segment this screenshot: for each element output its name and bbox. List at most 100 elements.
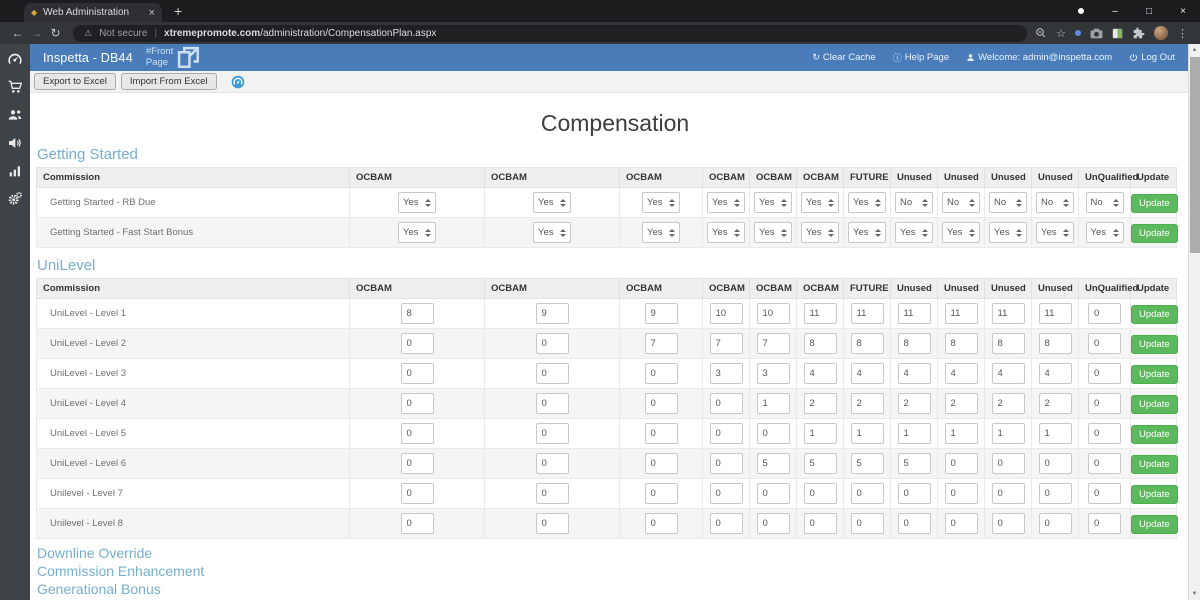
yes-no-select[interactable]: Yes (848, 192, 886, 213)
value-input[interactable] (897, 393, 931, 414)
update-button[interactable]: Update (1131, 304, 1178, 324)
value-input[interactable] (400, 363, 434, 384)
value-input[interactable] (850, 393, 884, 414)
section-heading[interactable]: Getting Started (37, 146, 138, 163)
value-input[interactable] (400, 423, 434, 444)
value-input[interactable] (644, 303, 678, 324)
value-input[interactable] (400, 513, 434, 534)
yes-no-select[interactable]: No (942, 192, 980, 213)
value-input[interactable] (803, 513, 837, 534)
value-input[interactable] (850, 363, 884, 384)
value-input[interactable] (803, 453, 837, 474)
tab-close-icon[interactable]: × (148, 6, 155, 19)
value-input[interactable] (944, 453, 978, 474)
value-input[interactable] (944, 513, 978, 534)
value-input[interactable] (850, 453, 884, 474)
yes-no-select[interactable]: Yes (398, 192, 436, 213)
bookmark-star-icon[interactable]: ☆ (1056, 27, 1066, 40)
value-input[interactable] (1088, 393, 1121, 414)
yes-no-select[interactable]: Yes (642, 192, 680, 213)
scroll-up-icon[interactable]: ▲ (1191, 47, 1198, 53)
value-input[interactable] (756, 363, 790, 384)
value-input[interactable] (850, 483, 884, 504)
value-input[interactable] (756, 513, 790, 534)
bottom-link[interactable]: Generational Bonus (37, 581, 161, 597)
page-scrollbar[interactable]: ▲ ▼ (1188, 44, 1200, 600)
value-input[interactable] (803, 483, 837, 504)
value-input[interactable] (897, 303, 931, 324)
value-input[interactable] (803, 303, 837, 324)
value-input[interactable] (709, 333, 743, 354)
value-input[interactable] (756, 423, 790, 444)
value-input[interactable] (400, 453, 434, 474)
value-input[interactable] (944, 333, 978, 354)
import-from-excel-button[interactable]: Import From Excel (120, 73, 217, 90)
yes-no-select[interactable]: Yes (801, 222, 839, 243)
yes-no-select[interactable]: Yes (942, 222, 980, 243)
value-input[interactable] (991, 363, 1025, 384)
sidebar-item-announcements[interactable] (7, 135, 23, 151)
value-input[interactable] (535, 423, 569, 444)
clear-cache-link[interactable]: ↻ Clear Cache (812, 52, 875, 63)
value-input[interactable] (644, 423, 678, 444)
value-input[interactable] (709, 393, 743, 414)
value-input[interactable] (944, 363, 978, 384)
value-input[interactable] (1088, 513, 1121, 534)
value-input[interactable] (1038, 453, 1072, 474)
value-input[interactable] (897, 483, 931, 504)
yes-no-select[interactable]: Yes (1036, 222, 1074, 243)
yes-no-select[interactable]: No (1036, 192, 1074, 213)
yes-no-select[interactable]: Yes (707, 222, 745, 243)
value-input[interactable] (709, 363, 743, 384)
value-input[interactable] (644, 363, 678, 384)
update-button[interactable]: Update (1131, 484, 1178, 504)
value-input[interactable] (1038, 393, 1072, 414)
value-input[interactable] (535, 333, 569, 354)
sidebar-item-store[interactable] (7, 79, 23, 95)
value-input[interactable] (1038, 513, 1072, 534)
export-to-excel-button[interactable]: Export to Excel (34, 73, 116, 90)
update-button[interactable]: Update (1131, 424, 1178, 444)
value-input[interactable] (1038, 303, 1072, 324)
yes-no-select[interactable]: Yes (1085, 222, 1124, 243)
value-input[interactable] (1038, 363, 1072, 384)
zoom-icon[interactable] (1035, 27, 1047, 39)
bottom-link[interactable]: Downline Override (37, 545, 153, 561)
value-input[interactable] (400, 393, 434, 414)
camera-extension-icon[interactable] (1090, 28, 1103, 39)
reload-button[interactable]: ↻ (50, 26, 61, 40)
value-input[interactable] (756, 453, 790, 474)
value-input[interactable] (991, 513, 1025, 534)
value-input[interactable] (644, 513, 678, 534)
value-input[interactable] (944, 483, 978, 504)
update-button[interactable]: Update (1131, 193, 1178, 213)
value-input[interactable] (991, 483, 1025, 504)
value-input[interactable] (1088, 483, 1121, 504)
value-input[interactable] (1038, 333, 1072, 354)
sidebar-item-members[interactable] (7, 107, 23, 123)
value-input[interactable] (803, 333, 837, 354)
value-input[interactable] (897, 423, 931, 444)
value-input[interactable] (1088, 453, 1121, 474)
value-input[interactable] (1038, 483, 1072, 504)
value-input[interactable] (991, 393, 1025, 414)
scroll-down-icon[interactable]: ▼ (1191, 591, 1198, 597)
update-button[interactable]: Update (1131, 364, 1178, 384)
sidebar-item-reports[interactable] (7, 163, 23, 179)
yes-no-select[interactable]: Yes (707, 192, 745, 213)
value-input[interactable] (709, 423, 743, 444)
yes-no-select[interactable]: Yes (754, 192, 792, 213)
log-out-link[interactable]: Log Out (1129, 52, 1175, 63)
value-input[interactable] (709, 453, 743, 474)
value-input[interactable] (644, 393, 678, 414)
value-input[interactable] (400, 483, 434, 504)
value-input[interactable] (756, 333, 790, 354)
yes-no-select[interactable]: Yes (533, 192, 571, 213)
value-input[interactable] (897, 363, 931, 384)
yes-no-select[interactable]: No (989, 192, 1027, 213)
forward-button[interactable]: → (30, 26, 43, 40)
yes-no-select[interactable]: Yes (642, 222, 680, 243)
value-input[interactable] (535, 303, 569, 324)
front-page-link[interactable]: #Front Page (146, 45, 201, 70)
scrollbar-thumb[interactable] (1190, 57, 1200, 253)
